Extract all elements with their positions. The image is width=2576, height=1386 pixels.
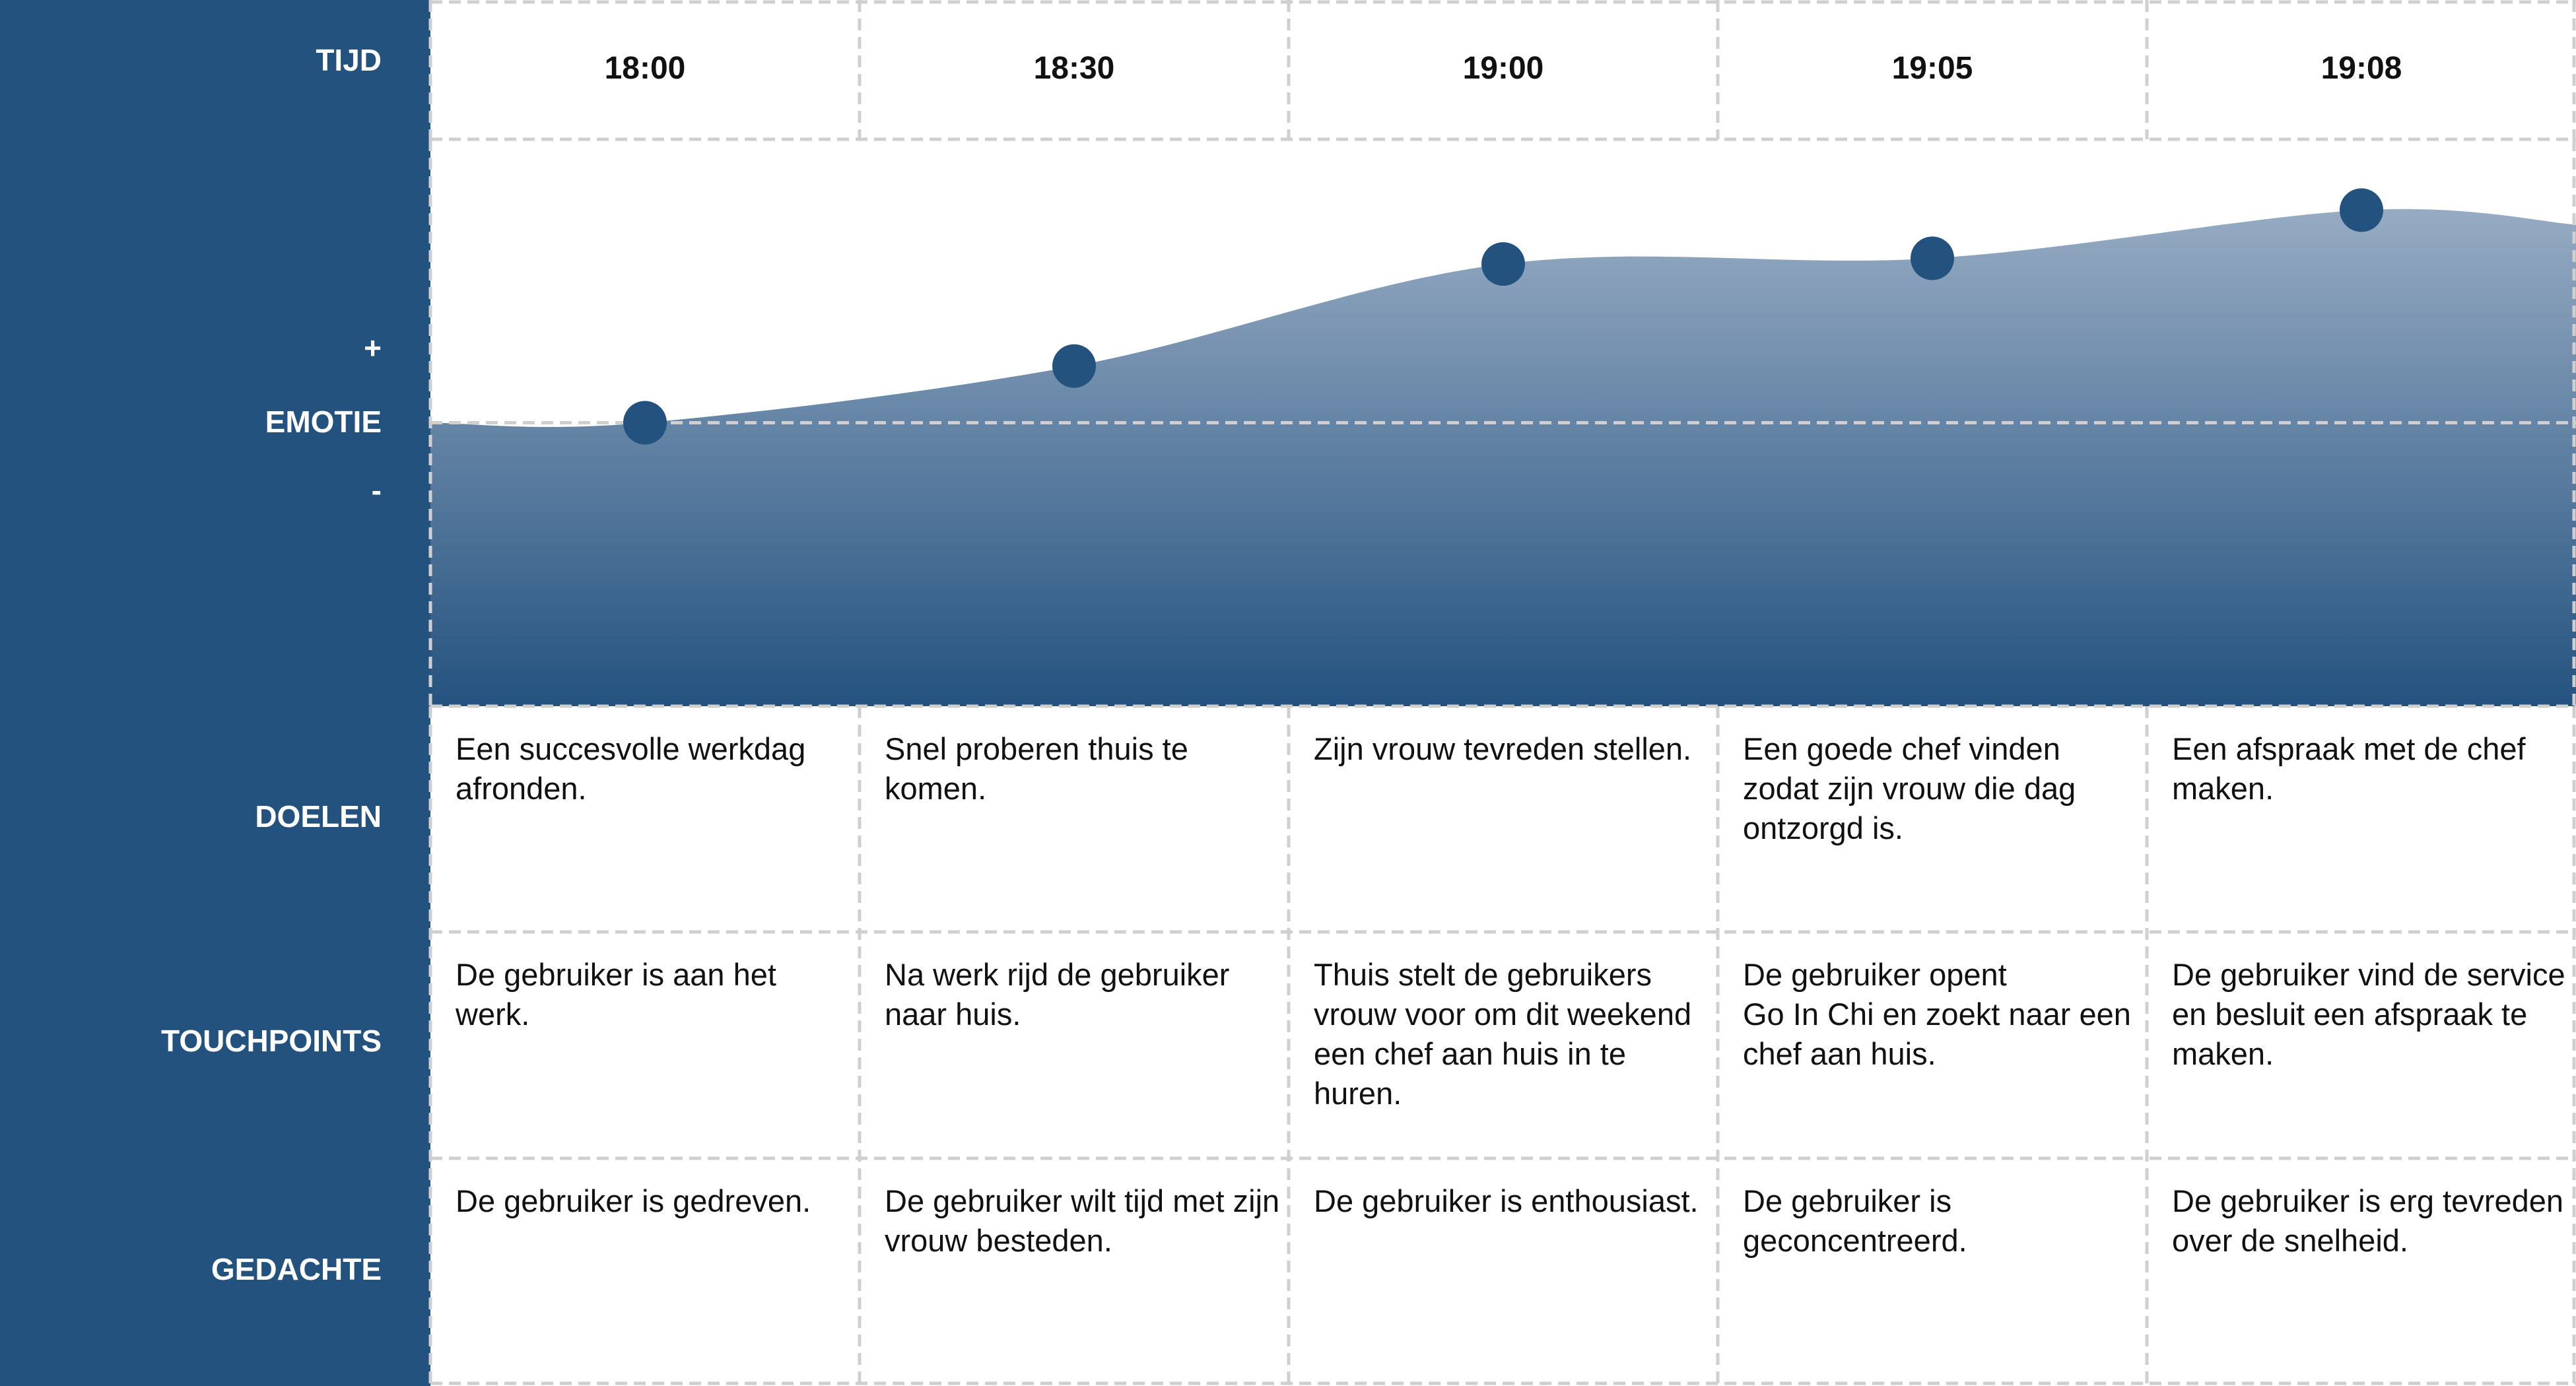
touchpoint-text: De gebruiker vind de service en besluit … — [2172, 957, 2565, 1071]
touchpoint-text: De gebruiker is aan het werk. — [456, 957, 776, 1032]
thought-text: De gebruiker is gedreven. — [456, 1183, 811, 1218]
sidebar — [0, 0, 430, 1386]
row-label: TIJD — [316, 43, 382, 77]
time-label: 19:08 — [2321, 51, 2402, 86]
time-label: 19:05 — [1891, 51, 1973, 86]
touchpoint-text: De gebruiker opent Go In Chi en zoekt na… — [1743, 957, 2131, 1071]
time-label: 18:30 — [1033, 51, 1115, 86]
time-label: 19:00 — [1462, 51, 1544, 86]
emotion-point — [623, 401, 667, 445]
row-label: TOUCHPOINTS — [161, 1024, 382, 1058]
goal-text: Zijn vrouw tevreden stellen. — [1314, 731, 1692, 766]
thought-text: De gebruiker is erg tevreden over de sne… — [2172, 1183, 2564, 1258]
emotion-point — [2340, 188, 2383, 232]
touchpoint-text: Na werk rijd de gebruiker naar huis. — [885, 957, 1230, 1032]
plus-label: + — [364, 331, 382, 365]
emotion-area — [430, 209, 2576, 707]
row-label: EMOTIE — [265, 405, 382, 439]
emotion-point — [1052, 344, 1096, 388]
minus-label: - — [371, 473, 382, 508]
touchpoint-text: Thuis stelt de gebruikers vrouw voor om … — [1314, 957, 1692, 1111]
row-label: GEDACHTE — [211, 1252, 382, 1286]
row-label: DOELEN — [255, 799, 382, 834]
goal-text: Een succesvolle werkdag afronden. — [456, 731, 806, 806]
goal-text: Snel proberen thuis te komen. — [885, 731, 1188, 806]
thought-text: De gebruiker is enthousiast. — [1314, 1183, 1699, 1218]
thought-text: De gebruiker is geconcentreerd. — [1743, 1183, 1967, 1258]
goal-text: Een afspraak met de chef maken. — [2172, 731, 2526, 806]
thought-text: De gebruiker wilt tijd met zijn vrouw be… — [885, 1183, 1280, 1258]
emotion-point — [1911, 236, 1954, 280]
emotion-point — [1481, 242, 1525, 286]
time-label: 18:00 — [604, 51, 686, 86]
goal-text: Een goede chef vinden zodat zijn vrouw d… — [1743, 731, 2076, 845]
